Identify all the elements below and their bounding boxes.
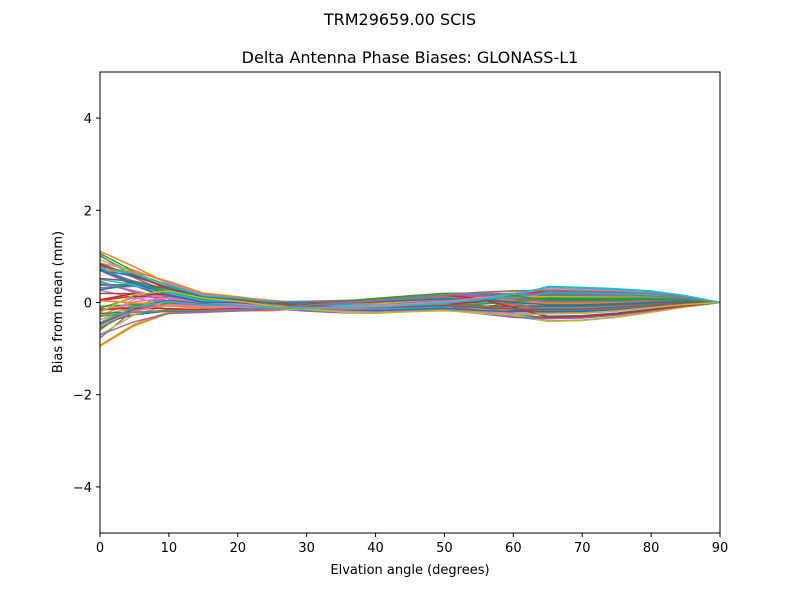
data-series-line [99, 288, 721, 327]
x-tick-label: 30 [298, 541, 315, 556]
y-tick-label: 0 [84, 297, 92, 312]
data-series-line [99, 290, 721, 316]
y-axis-ticks: −4 −2 0 2 4 [73, 112, 100, 496]
y-tick-label: −4 [73, 481, 92, 496]
data-series-line [99, 269, 721, 306]
x-tick-label: 50 [436, 541, 453, 556]
y-axis-label: Bias from mean (mm) [51, 231, 66, 373]
x-tick-label: 40 [367, 541, 384, 556]
x-tick-label: 70 [574, 541, 591, 556]
y-tick-label: 2 [84, 204, 92, 219]
x-tick-label: 0 [96, 541, 104, 556]
chart-title: Delta Antenna Phase Biases: GLONASS-L1 [241, 48, 579, 67]
y-tick-label: 4 [84, 112, 92, 127]
data-series-group [99, 250, 721, 347]
x-tick-label: 80 [643, 541, 660, 556]
figure-suptitle: TRM29659.00 SCIS [323, 10, 477, 29]
x-tick-label: 90 [712, 541, 729, 556]
x-tick-label: 20 [230, 541, 247, 556]
x-axis-ticks: 0 10 20 30 40 50 60 70 80 90 [96, 533, 728, 556]
data-series-line [99, 286, 721, 324]
data-series-line [99, 289, 721, 318]
x-tick-label: 10 [161, 541, 178, 556]
x-tick-label: 60 [505, 541, 522, 556]
y-tick-label: −2 [73, 389, 92, 404]
data-series-line [99, 292, 721, 315]
x-axis-label: Elvation angle (degrees) [330, 563, 489, 578]
